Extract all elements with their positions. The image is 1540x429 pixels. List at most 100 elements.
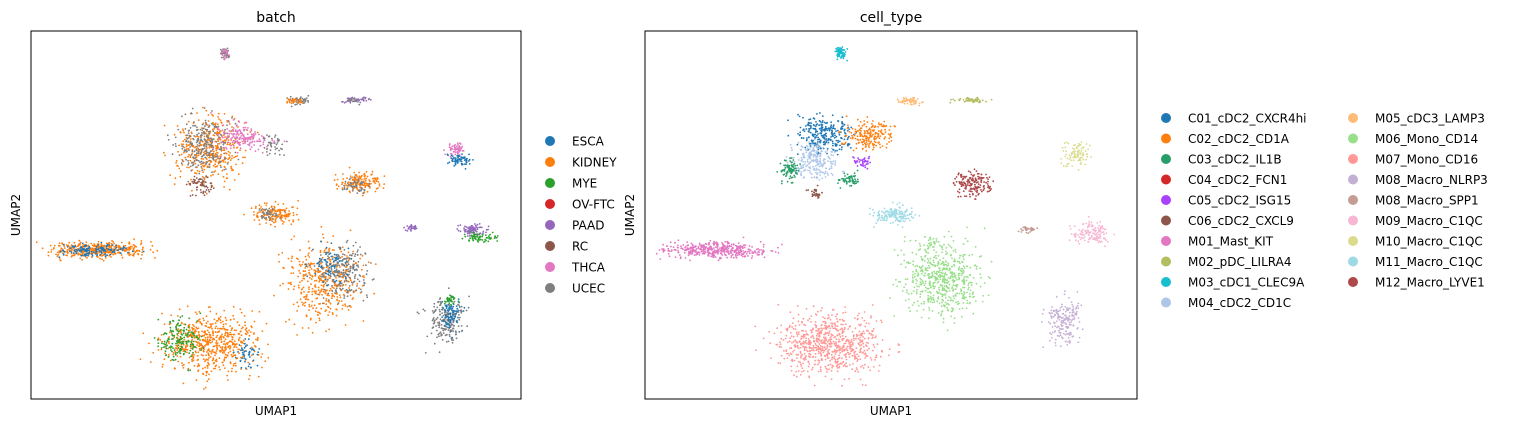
point-thca [244,121,247,124]
point-ucec [349,183,352,185]
point-thca [225,132,227,135]
point-ucec [206,161,209,163]
point-ucec [187,141,189,143]
point-kidney [256,214,258,217]
point-esca [117,249,119,252]
point-kidney [200,157,203,160]
point-kidney [205,158,208,161]
point-ucec [275,212,277,215]
point-rc [201,183,204,186]
point-ucec [206,154,209,157]
point-ucec [206,134,209,137]
point-mye [178,350,180,353]
point-kidney [184,349,186,351]
point-mye [192,340,195,343]
point-kidney [73,241,76,244]
point-thca [232,139,235,142]
point-kidney [185,346,187,349]
point-esca [325,246,328,249]
point-c01-cdc2-cxcr4hi [816,123,819,125]
point-m04-cdc2-cd1c [810,150,813,152]
point-kidney [290,223,293,226]
point-kidney [252,341,255,344]
point-c01-cdc2-cxcr4hi [826,129,829,132]
point-thca [231,136,234,139]
point-ucec [323,288,326,291]
point-thca [250,128,253,131]
point-ucec [215,140,218,143]
point-kidney [224,161,227,164]
point-c01-cdc2-cxcr4hi [828,128,831,131]
point-c01-cdc2-cxcr4hi [819,141,822,144]
point-kidney [224,349,227,352]
point-mye [172,359,175,362]
point-kidney [214,354,217,357]
point-kidney [286,215,288,218]
point-kidney [323,266,325,269]
point-kidney [287,282,290,284]
point-m04-cdc2-cd1c [791,149,793,152]
point-kidney [304,270,307,273]
point-kidney [192,356,195,358]
point-esca [452,309,454,312]
point-thca [271,139,274,142]
point-mye [476,235,479,238]
point-kidney [174,177,177,180]
point-kidney [85,241,88,244]
point-kidney [128,241,131,244]
point-thca [259,144,262,147]
point-kidney [219,315,222,318]
point-esca [449,321,451,324]
point-ucec [193,150,196,153]
point-thca [236,124,238,127]
point-ucec [212,130,215,133]
point-kidney [204,339,207,342]
point-kidney [347,280,350,283]
point-esca [88,246,91,248]
point-kidney [207,114,210,116]
point-kidney [265,202,268,205]
point-c01-cdc2-cxcr4hi [815,121,817,123]
point-kidney [63,245,66,248]
point-thca [256,140,259,143]
point-kidney [237,173,240,176]
point-m04-cdc2-cd1c [818,160,821,163]
point-c01-cdc2-cxcr4hi [830,124,833,126]
point-ucec [193,121,195,123]
point-ucec [452,321,455,324]
point-kidney [213,134,216,137]
point-mye [192,332,195,335]
point-kidney [197,370,199,372]
point-thca [448,146,451,149]
point-kidney [227,334,229,336]
point-thca [243,129,246,132]
point-kidney [331,312,334,314]
point-kidney [230,370,233,373]
point-kidney [299,298,302,301]
point-kidney [292,272,295,274]
point-kidney [191,360,194,363]
point-c01-cdc2-cxcr4hi [820,134,823,137]
point-ucec [358,280,361,283]
point-esca [105,245,108,248]
point-kidney [188,323,191,326]
point-esca [450,330,452,333]
point-mye [165,346,168,348]
point-m02-pdc-lilra4 [968,97,971,100]
point-m03-cdc1-clec9a [842,53,845,56]
point-kidney [232,333,235,336]
point-kidney [221,348,223,351]
point-kidney [149,248,152,251]
point-mye [494,237,496,239]
point-ucec [321,302,324,305]
point-mye [171,358,174,361]
point-ucec [367,185,370,187]
point-m05-cdc3-lamp3 [910,101,912,104]
point-mye [199,312,202,315]
point-ucec [360,186,362,189]
point-m05-cdc3-lamp3 [901,101,903,103]
point-kidney [203,331,205,334]
point-kidney [305,295,308,298]
point-kidney [194,172,197,175]
point-kidney [211,128,214,131]
